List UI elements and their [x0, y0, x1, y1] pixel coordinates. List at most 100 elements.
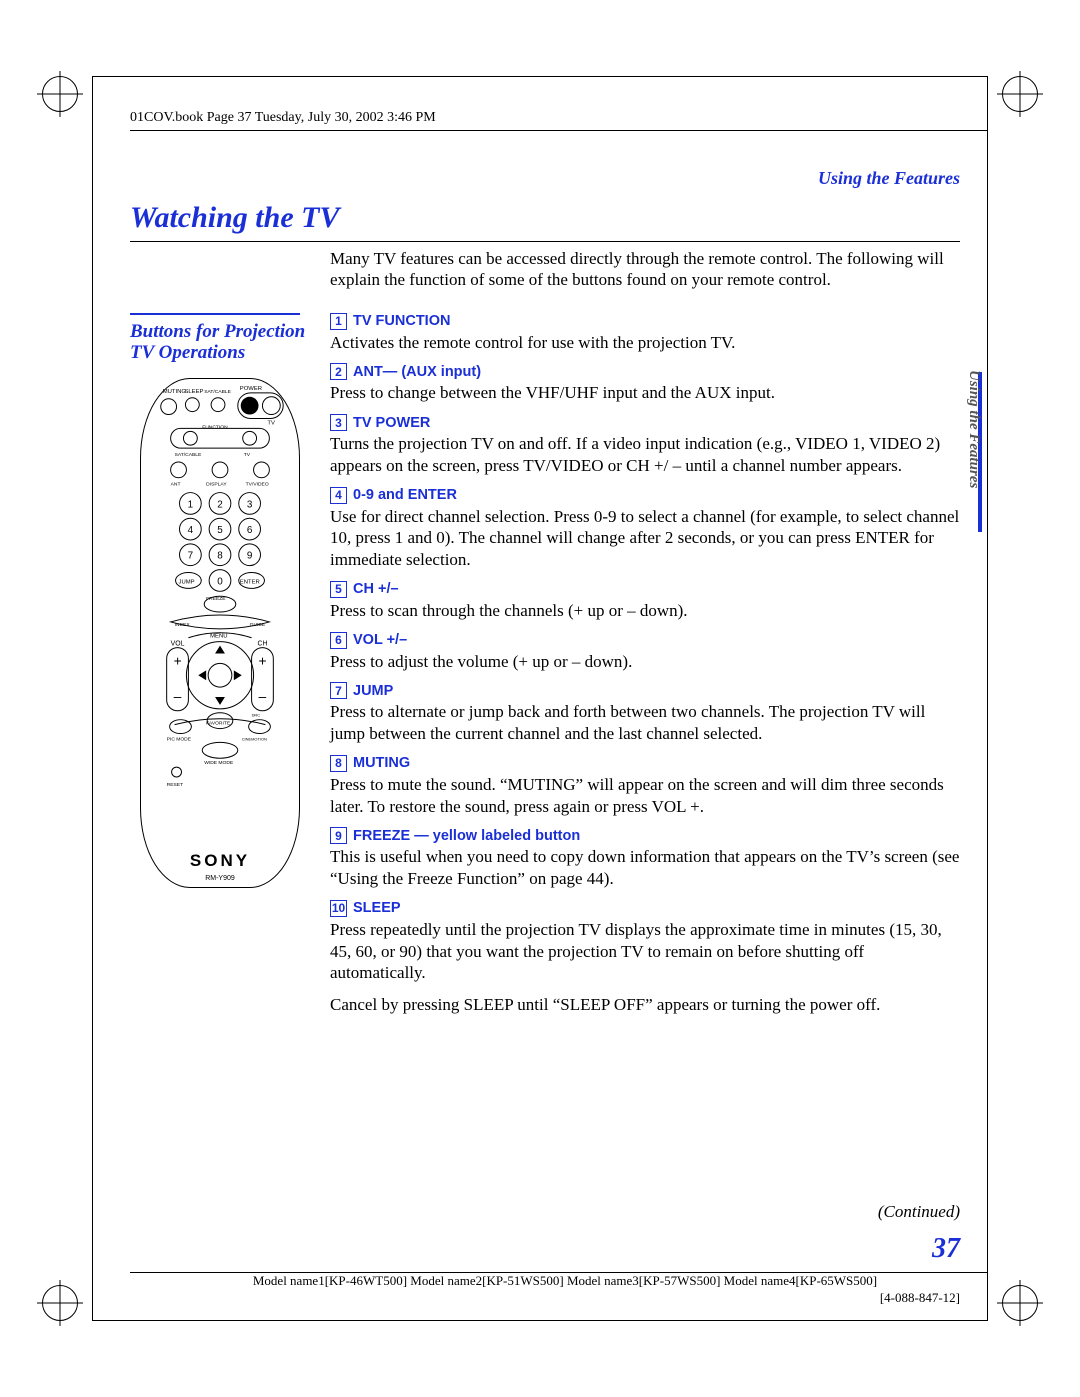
svg-text:2: 2 [217, 500, 222, 511]
svg-text:DISPLAY: DISPLAY [206, 482, 227, 488]
feature-item: 8 MUTING Press to mute the sound. “MUTING”… [330, 755, 960, 818]
feature-item: 5 CH +/– Press to scan through the channel… [330, 581, 960, 622]
svg-text:–: – [259, 688, 267, 704]
item-number: 9 [330, 827, 347, 844]
svg-text:WIDE MODE: WIDE MODE [204, 760, 234, 766]
item-title: 0-9 and ENTER [353, 487, 457, 503]
item-body: Press to mute the sound. “MUTING” will a… [330, 774, 960, 818]
item-body: Press to adjust the volume (+ up or – do… [330, 651, 960, 673]
feature-item: 3TV POWER Turns the projection TV on and … [330, 414, 960, 477]
item-number: 1 [330, 313, 347, 330]
svg-text:RESET: RESET [167, 782, 183, 788]
svg-text:MUTING: MUTING [163, 389, 187, 395]
item-title: TV FUNCTION [353, 313, 450, 329]
svg-text:PIC MODE: PIC MODE [167, 737, 192, 743]
feature-item: 2ANT— (AUX input)Press to change between… [330, 363, 960, 404]
feature-item: 6 VOL +/– Press to adjust the volume (+ up… [330, 632, 960, 673]
item-number: 8 [330, 755, 347, 772]
item-title: ANT— (AUX input) [353, 364, 481, 380]
svg-text:8: 8 [217, 551, 223, 562]
left-heading: Buttons for Projection TV Operations [130, 321, 310, 365]
svg-text:0: 0 [217, 577, 223, 588]
svg-text:FREEZE: FREEZE [206, 596, 226, 602]
svg-text:7: 7 [188, 551, 193, 562]
svg-text:+: + [174, 653, 182, 669]
footer-line2: [4-088-847-12] [880, 1290, 960, 1307]
remote-diagram: MUTING SLEEP SAT/CABLE POWER TV FUNCTION… [140, 378, 300, 888]
crop-header: 01COV.book Page 37 Tuesday, July 30, 200… [130, 110, 988, 126]
item-heading: 3TV POWER [330, 414, 960, 431]
item-body: Press to scan through the channels (+ up… [330, 600, 960, 622]
page-title: Watching the TV [130, 201, 960, 235]
item-title: CH +/– [353, 581, 399, 597]
svg-text:6: 6 [247, 525, 253, 536]
title-rule [130, 241, 960, 242]
footer: Model name1[KP-46WT500] Model name2[KP-5… [170, 1273, 960, 1307]
svg-text:SLEEP: SLEEP [184, 389, 203, 395]
item-body: Press to alternate or jump back and fort… [330, 701, 960, 745]
feature-item: 10SLEEP Press repeatedly until the projec… [330, 900, 960, 1016]
item-heading: 9 FREEZE — yellow labeled button [330, 827, 960, 844]
svg-text:3: 3 [247, 500, 253, 511]
svg-text:FUNCTION: FUNCTION [202, 425, 228, 431]
item-body: Use for direct channel selection. Press … [330, 506, 960, 571]
svg-text:SAT/CABLE: SAT/CABLE [204, 389, 231, 395]
svg-text:9: 9 [247, 551, 253, 562]
feature-item: 1 TV FUNCTION Activates the remote control… [330, 313, 960, 354]
item-number: 2 [330, 363, 347, 380]
svg-text:TV/VIDEO: TV/VIDEO [246, 482, 269, 488]
item-number: 3 [330, 414, 347, 431]
content-area: Using the Features Watching the TV Many … [130, 168, 960, 1267]
item-heading: 7JUMP [330, 682, 960, 699]
item-number: 5 [330, 581, 347, 598]
item-body: Activates the remote control for use wit… [330, 332, 960, 354]
item-body: This is useful when you need to copy dow… [330, 846, 960, 890]
item-title: VOL +/– [353, 632, 407, 648]
page-number: 37 [932, 1233, 960, 1265]
svg-text:MENU: MENU [210, 634, 227, 640]
svg-text:FAVORITE: FAVORITE [206, 721, 231, 727]
item-title: FREEZE — yellow labeled button [353, 828, 580, 844]
item-heading: 6 VOL +/– [330, 632, 960, 649]
svg-text:+: + [259, 653, 267, 669]
items-column: 1 TV FUNCTION Activates the remote control… [330, 313, 960, 1026]
svg-text:TV: TV [267, 421, 275, 427]
item-title: MUTING [353, 755, 410, 771]
svg-text:POWER: POWER [240, 386, 262, 392]
svg-text:ENTER: ENTER [240, 580, 260, 586]
remote-brand: SONY [141, 851, 299, 871]
item-body: Press repeatedly until the projection TV… [330, 919, 960, 984]
item-heading: 10SLEEP [330, 900, 960, 917]
left-column: Buttons for Projection TV Operations MUT… [130, 313, 330, 1026]
footer-line1: Model name1[KP-46WT500] Model name2[KP-5… [253, 1273, 877, 1288]
svg-text:–: – [174, 688, 182, 704]
item-number: 6 [330, 632, 347, 649]
svg-text:DRC: DRC [252, 713, 261, 718]
svg-text:JUMP: JUMP [179, 580, 195, 586]
item-body: Turns the projection TV on and off. If a… [330, 433, 960, 477]
item-number: 4 [330, 487, 347, 504]
item-number: 10 [330, 900, 347, 917]
continued-label: (Continued) [878, 1202, 960, 1222]
header-rule [130, 130, 988, 131]
svg-text:SAT/CABLE: SAT/CABLE [175, 452, 202, 458]
feature-item: 7JUMP Press to alternate or jump back and… [330, 682, 960, 745]
side-tab-label: Using the Features [965, 370, 982, 488]
feature-item: 4 0-9 and ENTER Use for direct channel sel… [330, 487, 960, 571]
item-heading: 5 CH +/– [330, 581, 960, 598]
svg-text:4: 4 [188, 525, 194, 536]
item-heading: 4 0-9 and ENTER [330, 487, 960, 504]
item-heading: 8 MUTING [330, 755, 960, 772]
item-extra: Cancel by pressing SLEEP until “SLEEP OF… [330, 994, 960, 1016]
item-heading: 1 TV FUNCTION [330, 313, 960, 330]
svg-text:5: 5 [217, 525, 223, 536]
svg-text:1: 1 [188, 500, 193, 511]
svg-text:TV: TV [244, 452, 251, 458]
remote-model: RM-Y909 [141, 875, 299, 882]
svg-text:GUIDE: GUIDE [250, 622, 266, 628]
feature-item: 9 FREEZE — yellow labeled button This is u… [330, 827, 960, 890]
svg-text:VOL: VOL [171, 641, 185, 648]
svg-text:CH: CH [258, 641, 268, 648]
svg-text:CINEMOTION: CINEMOTION [242, 737, 267, 742]
section-tab: Using the Features [130, 168, 960, 189]
